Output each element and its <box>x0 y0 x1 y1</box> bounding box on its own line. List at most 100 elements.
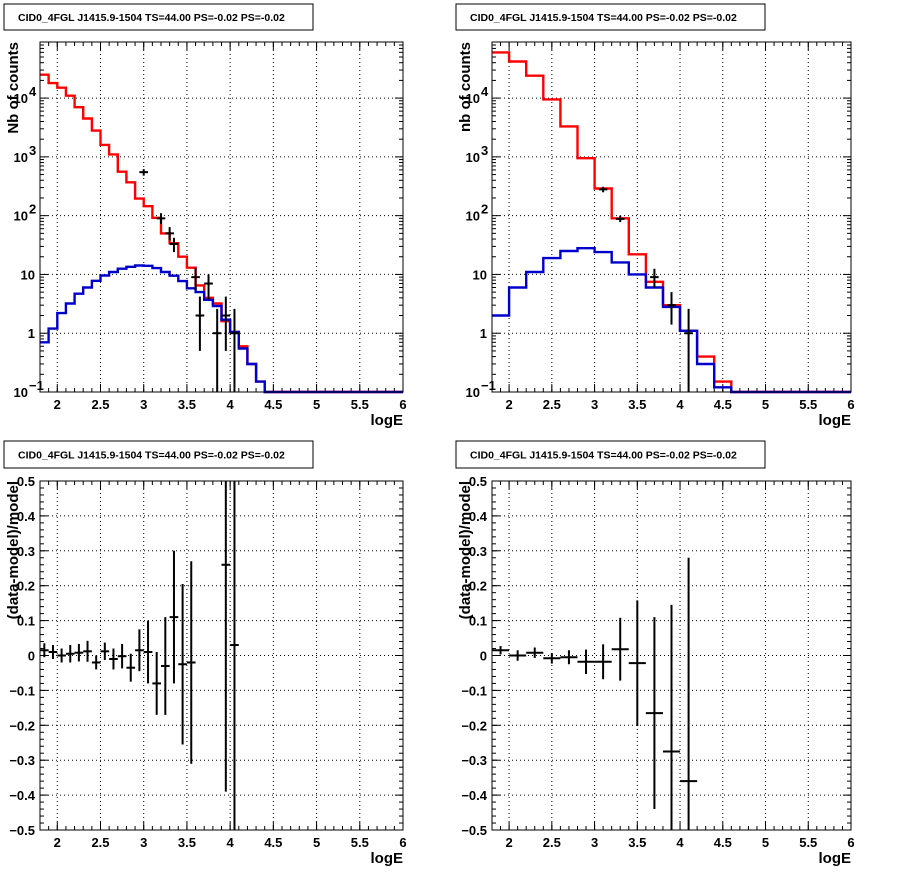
x-tick-label: 6 <box>847 835 854 850</box>
data-point <box>650 268 659 288</box>
data-point <box>117 643 127 669</box>
chart-title: CID0_4FGL J1415.9-1504 TS=44.00 PS=-0.02… <box>18 450 285 462</box>
x-tick-label: 4 <box>227 397 235 412</box>
y-tick-label: 0 <box>480 649 487 664</box>
plot-frame <box>491 480 852 831</box>
x-tick-label: 2.5 <box>543 835 561 850</box>
x-tick-label: 4 <box>227 835 235 850</box>
x-tick-label: 2 <box>54 397 61 412</box>
y-tick-label: 0.4 <box>17 509 36 524</box>
data-point <box>109 648 118 670</box>
data-point <box>230 481 239 830</box>
data-points <box>598 186 693 392</box>
y-tick-label: −0.1 <box>461 683 487 698</box>
y-tick-label: 10 <box>14 91 28 106</box>
x-tick-label: 5 <box>762 397 769 412</box>
y-tick-exponent: 4 <box>481 84 489 99</box>
chart-panel-2: CID0_4FGL J1415.9-1504 TS=44.00 PS=-0.02… <box>455 3 855 429</box>
y-tick-exponent: 3 <box>29 143 36 158</box>
data-point <box>191 267 200 290</box>
data-point <box>680 557 698 830</box>
y-tick-label: 0.1 <box>469 614 487 629</box>
data-point <box>156 213 166 225</box>
x-tick-label: 6 <box>399 397 406 412</box>
x-axis-title: logE <box>371 850 404 867</box>
histogram-series-1 <box>492 51 851 394</box>
chart-title: CID0_4FGL J1415.9-1504 TS=44.00 PS=-0.02… <box>470 12 737 24</box>
y-tick-label: 10 <box>14 150 28 165</box>
data-point <box>628 600 646 726</box>
grid <box>40 42 403 392</box>
data-point <box>667 292 676 325</box>
data-point <box>615 215 625 222</box>
data-point <box>100 642 110 661</box>
x-axis-title: logE <box>819 850 852 867</box>
x-tick-label: 4 <box>676 397 684 412</box>
y-tick-label: 0.3 <box>17 544 35 559</box>
y-axis-title: (data-model)/model <box>457 481 474 619</box>
chart-title-box <box>3 440 314 469</box>
data-point <box>139 169 149 176</box>
data-point <box>143 620 153 684</box>
y-axis-title: Nb of counts <box>5 42 22 134</box>
x-tick-label: 5.5 <box>351 835 369 850</box>
y-tick-label: −0.4 <box>9 788 35 803</box>
x-axis-title: logE <box>819 412 852 429</box>
y-tick-label: −0.5 <box>9 823 35 838</box>
data-point <box>543 653 561 664</box>
y-tick-label: −0.1 <box>9 683 35 698</box>
data-point <box>594 644 612 680</box>
data-point <box>135 629 144 672</box>
x-tick-label: 5.5 <box>799 397 817 412</box>
chart-panel-3: CID0_4FGL J1415.9-1504 TS=44.00 PS=-0.02… <box>3 440 407 867</box>
y-tick-label: 10 <box>466 150 480 165</box>
grid <box>40 481 403 830</box>
data-point <box>57 648 66 663</box>
chart-title-box <box>455 440 766 469</box>
data-point <box>48 645 58 659</box>
y-tick-label: 0.4 <box>469 509 488 524</box>
x-tick-label: 3 <box>591 397 598 412</box>
x-tick-label: 3 <box>591 835 598 850</box>
x-tick-label: 3.5 <box>178 397 196 412</box>
data-point <box>169 550 179 684</box>
y-tick-label: 10 <box>466 91 480 106</box>
x-tick-label: 3.5 <box>178 835 196 850</box>
y-axis-title: (data-model)/model <box>5 481 22 619</box>
data-points <box>40 481 239 830</box>
data-point <box>492 646 510 655</box>
y-tick-label: 0.3 <box>469 544 487 559</box>
x-tick-label: 4.5 <box>264 397 282 412</box>
data-point <box>645 617 663 810</box>
x-tick-label: 2 <box>54 835 61 850</box>
x-tick-label: 2.5 <box>543 397 561 412</box>
x-tick-label: 2 <box>505 835 512 850</box>
y-tick-label: −0.2 <box>9 718 35 733</box>
data-point <box>169 237 179 253</box>
data-point <box>526 647 544 658</box>
y-tick-exponent: 2 <box>481 202 488 217</box>
data-point <box>126 653 136 682</box>
y-tick-exponent: 3 <box>481 143 488 158</box>
y-tick-label: −0.3 <box>461 753 487 768</box>
data-point <box>204 274 213 300</box>
data-point <box>83 640 92 662</box>
histogram-series-2 <box>40 264 403 394</box>
x-tick-label: 3 <box>140 397 147 412</box>
y-tick-label: 10 <box>466 209 480 224</box>
x-axis-title: logE <box>371 412 404 429</box>
x-tick-label: 5.5 <box>351 397 369 412</box>
data-point <box>212 308 222 392</box>
plot-frame <box>491 41 852 393</box>
x-tick-label: 6 <box>847 397 854 412</box>
data-point <box>186 561 196 764</box>
data-point <box>178 583 187 745</box>
x-tick-label: 5 <box>762 835 769 850</box>
data-points <box>492 557 698 830</box>
y-tick-label: −0.5 <box>461 823 487 838</box>
chart-panel-1: CID0_4FGL J1415.9-1504 TS=44.00 PS=-0.02… <box>3 3 407 429</box>
y-tick-label: 0.2 <box>17 579 35 594</box>
data-point <box>74 643 84 662</box>
plot-frame <box>39 480 404 831</box>
